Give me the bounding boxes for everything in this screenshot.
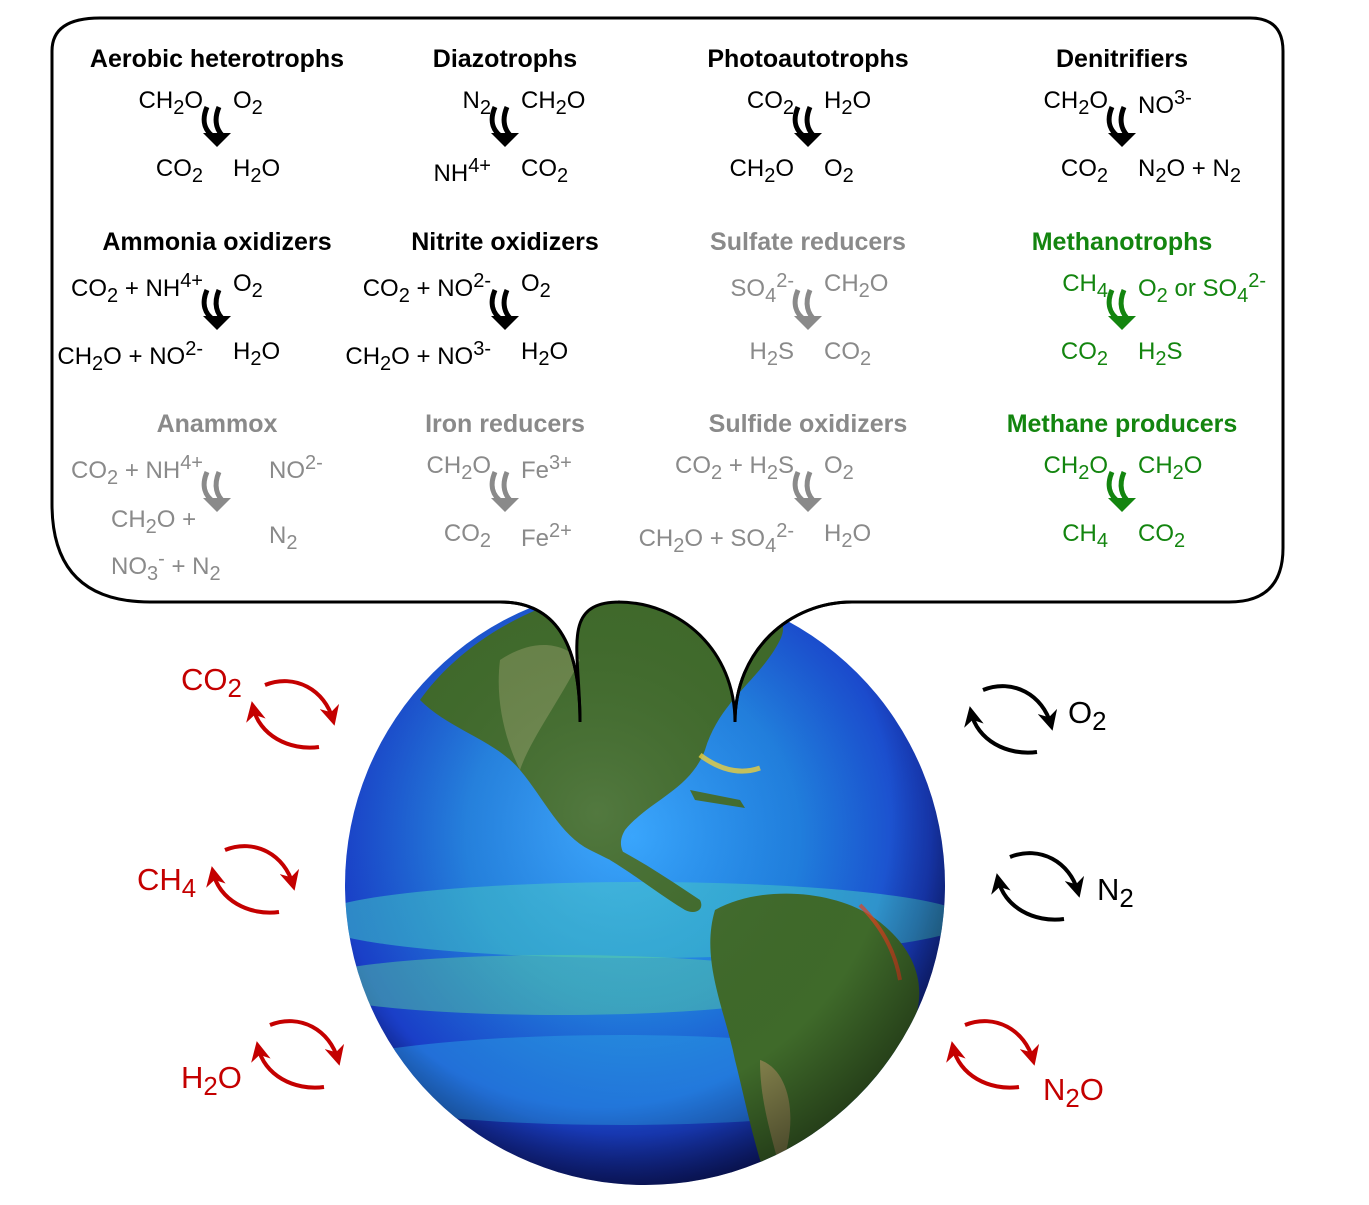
reaction-arrow-icon [201, 106, 231, 147]
reaction-species: CH2O + NO3- [345, 338, 491, 375]
reaction-species: H2O [233, 155, 281, 187]
metabolism-title: Sulfide oxidizers [708, 410, 908, 438]
reaction-species: N2 [462, 87, 491, 119]
reaction-species: H2O [824, 520, 872, 552]
reaction-arrow-icon [792, 106, 822, 147]
reaction-species: H2S [1138, 338, 1183, 370]
reaction-species: CH2O + NO2- [57, 338, 203, 375]
reaction-species: CO2 + NO2- [362, 270, 491, 307]
reaction-arrow-icon [489, 471, 519, 512]
reaction-species: NH4+ [433, 155, 491, 187]
metabolism-title: Nitrite oxidizers [411, 228, 599, 256]
reaction-species: NO3- [1138, 87, 1192, 119]
reaction-species: CO2 [155, 155, 203, 187]
reaction-species: NO2- [269, 452, 323, 484]
reaction-species: CH2O [1043, 87, 1108, 119]
reaction-species: O2 [824, 452, 854, 484]
earth-globe [345, 585, 945, 1185]
reaction-species: CO2 [521, 155, 569, 187]
reaction-arrow-icon [1106, 106, 1136, 147]
reaction-species: CO2 [1060, 155, 1108, 187]
flux-gas-label: H2O [181, 1060, 242, 1102]
reaction-species: CH2O [824, 270, 889, 302]
exchange-cycle-icon [946, 1019, 1040, 1090]
reaction-species: CO2 [824, 338, 872, 370]
reaction-species: O2 [233, 270, 263, 302]
reaction-arrow-icon [489, 106, 519, 147]
reaction-species: SO42- [730, 270, 794, 307]
reaction-species: O2 or SO42- [1138, 270, 1267, 307]
metabolism-title: Methane producers [1006, 410, 1238, 438]
reaction-species: CH2O [521, 87, 586, 119]
reaction-arrow-icon [792, 289, 822, 330]
reaction-species: CO2 + H2S [675, 452, 794, 484]
metabolism-title: Iron reducers [425, 410, 585, 438]
reaction-species: CH2O [1138, 452, 1203, 484]
flux-gas-label: CH4 [137, 862, 197, 904]
reaction-species: H2S [749, 338, 794, 370]
reaction-arrow-icon [1106, 471, 1136, 512]
flux-gas-label: N2 [1097, 872, 1134, 914]
flux-gas-label: N2O [1043, 1072, 1104, 1114]
reaction-arrow-icon [1106, 289, 1136, 330]
reaction-species: O2 [521, 270, 551, 302]
metabolism-title: Methanotrophs [1031, 228, 1213, 256]
metabolism-title: Sulfate reducers [710, 228, 906, 256]
flux-gas-label: O2 [1068, 695, 1107, 737]
reaction-arrow-icon [489, 289, 519, 330]
flux-gas-label: CO2 [181, 662, 242, 704]
reaction-species: N2O + N2 [1138, 155, 1241, 187]
reaction-species: H2O [233, 338, 281, 370]
metabolism-title: Denitrifiers [1056, 45, 1188, 73]
exchange-cycle-icon [206, 844, 300, 915]
metabolism-title: Diazotrophs [432, 45, 578, 73]
reaction-species: N2 [269, 522, 298, 554]
reaction-arrow-icon [201, 471, 231, 512]
reaction-species: CO2 + NH4+ [71, 270, 203, 307]
exchange-cycle-icon [991, 851, 1085, 922]
reaction-species: CH2O + NO3- + N2 [111, 506, 221, 585]
exchange-cycle-icon [964, 684, 1058, 755]
reaction-species: CO2 [1138, 520, 1186, 552]
reaction-species: Fe3+ [521, 452, 572, 484]
reaction-arrow-icon [201, 289, 231, 330]
reaction-species: CH2O [729, 155, 794, 187]
metabolism-title: Photoautotrophs [707, 45, 909, 73]
reaction-species: CO2 [746, 87, 794, 119]
metabolism-title: Anammox [156, 410, 278, 438]
reaction-species: O2 [824, 155, 854, 187]
reaction-species: Fe2+ [521, 520, 572, 552]
reaction-species: CO2 [1060, 338, 1108, 370]
reaction-species: CO2 [443, 520, 491, 552]
reaction-species: H2O [521, 338, 569, 370]
reaction-arrow-icon [792, 471, 822, 512]
reaction-species: CO2 + NH4+ [71, 452, 203, 489]
reaction-species: CH4 [1062, 520, 1108, 552]
metabolism-title: Ammonia oxidizers [102, 228, 332, 256]
metabolism-title: Aerobic heterotrophs [89, 45, 345, 73]
exchange-cycle-icon [246, 679, 340, 750]
reaction-species: CH2O [1043, 452, 1108, 484]
reaction-species: H2O [824, 87, 872, 119]
reaction-species: O2 [233, 87, 263, 119]
exchange-cycle-icon [251, 1019, 345, 1090]
reaction-species: CH2O + SO42- [638, 520, 794, 557]
reaction-species: CH2O [426, 452, 491, 484]
reaction-species: CH4 [1062, 270, 1108, 302]
callout-bubble [50, 16, 1285, 723]
reaction-species: CH2O [138, 87, 203, 119]
